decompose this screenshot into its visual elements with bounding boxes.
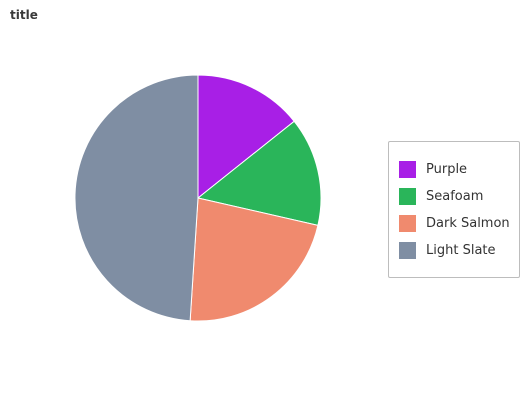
legend-item-purple: Purple bbox=[399, 160, 467, 178]
pie-slice-dark-salmon bbox=[189, 197, 319, 322]
legend-label: Seafoam bbox=[426, 188, 484, 204]
pie-slice-seafoam bbox=[196, 120, 322, 226]
legend-item-seafoam: Seafoam bbox=[399, 187, 483, 205]
legend-label: Light Slate bbox=[426, 242, 496, 258]
legend-label: Dark Salmon bbox=[426, 215, 510, 231]
legend-item-light-slate: Light Slate bbox=[399, 241, 496, 259]
legend-swatch bbox=[399, 214, 416, 232]
legend-swatch bbox=[399, 241, 416, 259]
pie-slice-light-slate bbox=[74, 74, 199, 322]
legend-label: Purple bbox=[426, 161, 468, 177]
legend-item-dark-salmon: Dark Salmon bbox=[399, 214, 510, 232]
pie-slice-purple bbox=[197, 74, 295, 200]
chart-title: title bbox=[10, 8, 38, 22]
legend-swatch bbox=[399, 187, 416, 205]
legend-swatch bbox=[399, 160, 416, 178]
legend: Purple Seafoam Dark Salmon Light Slate bbox=[388, 141, 520, 278]
